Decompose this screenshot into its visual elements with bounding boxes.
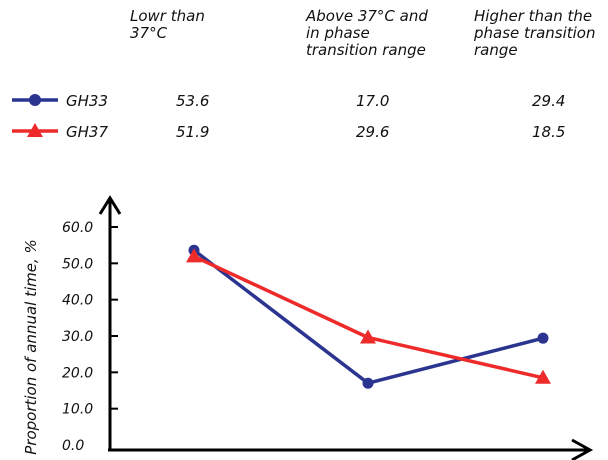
cell-gh33-higher: 29.4 (532, 92, 566, 110)
y-tick-label: 10.0 (62, 402, 93, 418)
data-point-gh33 (362, 377, 374, 389)
y-tick-label: 40.0 (62, 293, 93, 309)
cell-gh37-lower: 51.9 (176, 123, 210, 141)
y-axis-label: Proportion of annual time, % (22, 239, 40, 455)
cell-gh33-phase: 17.0 (356, 92, 390, 110)
series-line-gh37 (193, 254, 544, 380)
column-header-higher: Higher than the phase transition range (474, 7, 596, 59)
data-point-gh37 (186, 248, 202, 263)
series-line-gh33 (192, 248, 544, 385)
cell-gh37-higher: 18.5 (532, 123, 566, 141)
cell-gh37-phase: 29.6 (356, 123, 390, 141)
y-tick-label: 20.0 (62, 365, 93, 381)
column-header-lower: Lowr than 37°C (130, 7, 205, 42)
data-point-gh37 (535, 369, 551, 384)
y-axis-arrow (98, 195, 122, 215)
column-header-phase-range: Above 37°C and in phase transition range (306, 7, 428, 59)
y-tick-label: 50.0 (62, 256, 93, 272)
y-tick-label: 30.0 (62, 329, 93, 345)
legend-label-gh33: GH33 (66, 92, 108, 110)
data-point-gh37 (360, 329, 376, 344)
cell-gh33-lower: 53.6 (176, 92, 210, 110)
x-axis-arrow (571, 438, 594, 460)
legend-marker-gh37 (27, 123, 43, 137)
legend-label-gh37: GH37 (66, 123, 108, 141)
y-tick-label: 60.0 (62, 220, 93, 236)
data-point-gh33 (537, 332, 549, 344)
legend-marker-gh33 (29, 94, 41, 106)
y-tick-label: 0.0 (62, 438, 84, 454)
